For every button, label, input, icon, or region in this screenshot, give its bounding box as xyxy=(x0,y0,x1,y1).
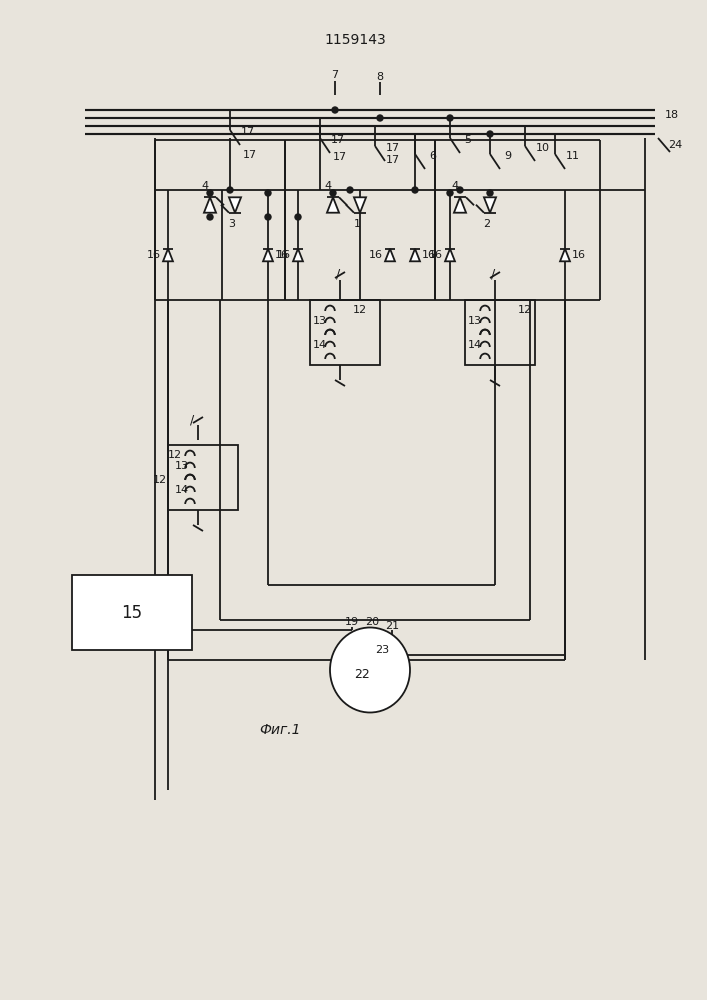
Bar xyxy=(72,575,192,650)
Polygon shape xyxy=(293,249,303,261)
Circle shape xyxy=(265,190,271,196)
Text: 12: 12 xyxy=(353,305,367,315)
Circle shape xyxy=(295,214,301,220)
Text: 16: 16 xyxy=(147,250,161,260)
Text: 16: 16 xyxy=(422,250,436,260)
Bar xyxy=(465,300,535,365)
Text: /: / xyxy=(336,267,340,280)
Text: 21: 21 xyxy=(385,621,399,631)
Circle shape xyxy=(265,214,271,220)
Text: 4: 4 xyxy=(452,181,459,191)
Text: 1159143: 1159143 xyxy=(324,33,386,47)
Text: 24: 24 xyxy=(668,140,682,150)
Text: 12: 12 xyxy=(153,475,167,485)
Polygon shape xyxy=(484,197,496,213)
Text: 14: 14 xyxy=(175,485,189,495)
Text: 18: 18 xyxy=(665,110,679,120)
Circle shape xyxy=(412,187,418,193)
Polygon shape xyxy=(354,197,366,213)
Text: 1: 1 xyxy=(354,219,361,229)
Polygon shape xyxy=(560,249,570,261)
Text: 6: 6 xyxy=(429,151,436,161)
Circle shape xyxy=(447,115,453,121)
Circle shape xyxy=(347,187,353,193)
Text: /: / xyxy=(491,267,495,280)
Text: 17: 17 xyxy=(386,155,400,165)
Text: 5: 5 xyxy=(464,135,472,145)
Polygon shape xyxy=(204,197,216,213)
Text: 15: 15 xyxy=(122,604,143,622)
Text: 19: 19 xyxy=(345,617,359,627)
Polygon shape xyxy=(163,249,173,261)
Circle shape xyxy=(207,190,213,196)
Text: 9: 9 xyxy=(504,151,512,161)
Text: 23: 23 xyxy=(375,645,389,655)
Polygon shape xyxy=(229,197,241,213)
Text: 17: 17 xyxy=(241,127,255,137)
Text: 16: 16 xyxy=(369,250,383,260)
Text: 14: 14 xyxy=(313,340,327,350)
Circle shape xyxy=(377,115,383,121)
Text: 17: 17 xyxy=(386,143,400,153)
Circle shape xyxy=(447,190,453,196)
Text: 10: 10 xyxy=(536,143,550,153)
Bar xyxy=(168,445,238,510)
Polygon shape xyxy=(445,249,455,261)
Text: 4: 4 xyxy=(201,181,209,191)
Text: 2: 2 xyxy=(484,219,491,229)
Text: 4: 4 xyxy=(325,181,332,191)
Text: 22: 22 xyxy=(354,668,370,682)
Text: 8: 8 xyxy=(376,72,384,82)
Circle shape xyxy=(457,187,463,193)
Circle shape xyxy=(487,131,493,137)
Polygon shape xyxy=(263,249,273,261)
Text: 20: 20 xyxy=(365,617,379,627)
Circle shape xyxy=(332,107,338,113)
Circle shape xyxy=(207,214,213,220)
Circle shape xyxy=(330,190,336,196)
Text: 16: 16 xyxy=(572,250,586,260)
Text: 12: 12 xyxy=(518,305,532,315)
Text: Фиг.1: Фиг.1 xyxy=(259,723,300,737)
Text: 11: 11 xyxy=(566,151,580,161)
Text: 13: 13 xyxy=(468,316,482,326)
Text: 17: 17 xyxy=(333,152,347,162)
Text: 13: 13 xyxy=(175,461,189,471)
Bar xyxy=(310,300,380,365)
Polygon shape xyxy=(454,197,466,213)
Circle shape xyxy=(487,190,493,196)
Text: 16: 16 xyxy=(277,250,291,260)
Text: 16: 16 xyxy=(429,250,443,260)
Polygon shape xyxy=(327,197,339,213)
Text: /: / xyxy=(190,414,194,426)
Text: 12: 12 xyxy=(168,450,182,460)
Text: 16: 16 xyxy=(275,250,289,260)
Text: 3: 3 xyxy=(228,219,235,229)
Ellipse shape xyxy=(330,628,410,712)
Text: 14: 14 xyxy=(468,340,482,350)
Polygon shape xyxy=(385,249,395,261)
Text: 7: 7 xyxy=(332,70,339,80)
Text: 13: 13 xyxy=(313,316,327,326)
Polygon shape xyxy=(410,249,420,261)
Text: 17: 17 xyxy=(243,150,257,160)
Text: 17: 17 xyxy=(331,135,345,145)
Circle shape xyxy=(227,187,233,193)
